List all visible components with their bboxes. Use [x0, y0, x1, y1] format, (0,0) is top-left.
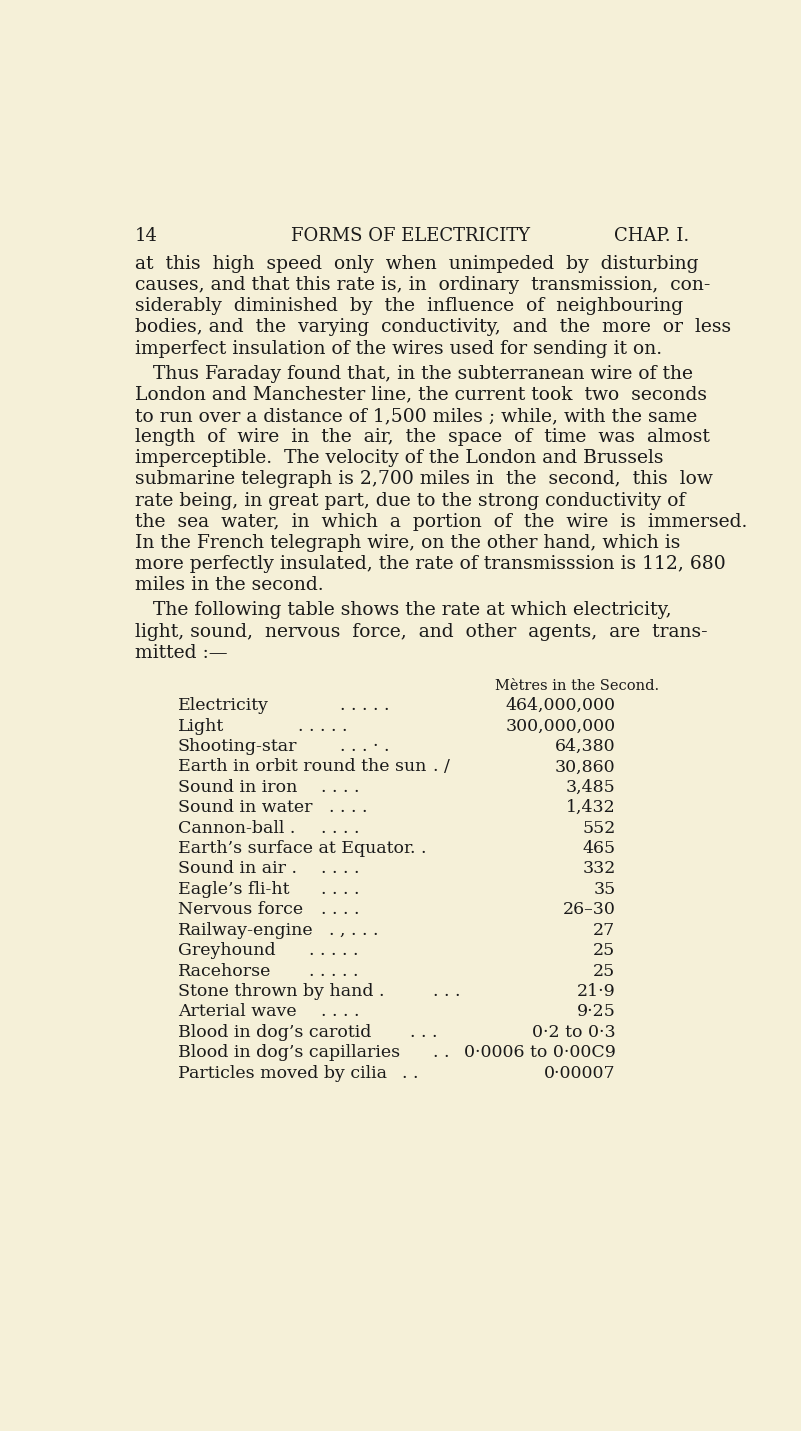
Text: 27: 27 — [594, 922, 615, 939]
Text: Particles moved by cilia: Particles moved by cilia — [178, 1065, 387, 1082]
Text: The following table shows the rate at which electricity,: The following table shows the rate at wh… — [135, 601, 671, 620]
Text: 300,000,000: 300,000,000 — [505, 718, 615, 734]
Text: . . . .: . . . . — [321, 1003, 360, 1020]
Text: Sound in water: Sound in water — [178, 800, 312, 816]
Text: . /: . / — [433, 758, 450, 776]
Text: bodies, and  the  varying  conductivity,  and  the  more  or  less: bodies, and the varying conductivity, an… — [135, 319, 731, 336]
Text: . . .: . . . — [410, 1023, 437, 1040]
Text: Mètres in the Second.: Mètres in the Second. — [495, 678, 659, 693]
Text: . . . .: . . . . — [321, 820, 360, 837]
Text: Cannon-ball .: Cannon-ball . — [178, 820, 295, 837]
Text: . .: . . — [410, 840, 427, 857]
Text: miles in the second.: miles in the second. — [135, 577, 324, 594]
Text: FORMS OF ELECTRICITY: FORMS OF ELECTRICITY — [292, 228, 530, 245]
Text: 64,380: 64,380 — [555, 738, 615, 756]
Text: 26–30: 26–30 — [562, 902, 615, 919]
Text: imperceptible.  The velocity of the London and Brussels: imperceptible. The velocity of the Londo… — [135, 449, 663, 468]
Text: 25: 25 — [594, 942, 615, 959]
Text: Racehorse: Racehorse — [178, 963, 271, 979]
Text: . . . . .: . . . . . — [309, 942, 359, 959]
Text: . . . · .: . . . · . — [340, 738, 390, 756]
Text: . . . .: . . . . — [321, 881, 360, 897]
Text: . . . .: . . . . — [321, 860, 360, 877]
Text: the  sea  water,  in  which  a  portion  of  the  wire  is  immersed.: the sea water, in which a portion of the… — [135, 512, 747, 531]
Text: Blood in dog’s carotid: Blood in dog’s carotid — [178, 1023, 371, 1040]
Text: . . . . .: . . . . . — [309, 963, 359, 979]
Text: rate being, in great part, due to the strong conductivity of: rate being, in great part, due to the st… — [135, 492, 686, 509]
Text: 552: 552 — [582, 820, 615, 837]
Text: to run over a distance of 1,500 miles ; while, with the same: to run over a distance of 1,500 miles ; … — [135, 406, 697, 425]
Text: London and Manchester line, the current took  two  seconds: London and Manchester line, the current … — [135, 386, 707, 404]
Text: Shooting-star: Shooting-star — [178, 738, 297, 756]
Text: causes, and that this rate is, in  ordinary  transmission,  con-: causes, and that this rate is, in ordina… — [135, 276, 710, 293]
Text: . .: . . — [402, 1065, 419, 1082]
Text: 14: 14 — [135, 228, 158, 245]
Text: 0·2 to 0·3: 0·2 to 0·3 — [532, 1023, 615, 1040]
Text: Thus Faraday found that, in the subterranean wire of the: Thus Faraday found that, in the subterra… — [135, 365, 693, 382]
Text: . . . . .: . . . . . — [298, 718, 348, 734]
Text: at  this  high  speed  only  when  unimpeded  by  disturbing: at this high speed only when unimpeded b… — [135, 255, 698, 273]
Text: 25: 25 — [594, 963, 615, 979]
Text: mitted :—: mitted :— — [135, 644, 227, 661]
Text: Railway-engine: Railway-engine — [178, 922, 313, 939]
Text: 3,485: 3,485 — [566, 778, 615, 796]
Text: 21·9: 21·9 — [577, 983, 615, 1000]
Text: . . . .: . . . . — [321, 902, 360, 919]
Text: 9·25: 9·25 — [577, 1003, 615, 1020]
Text: Electricity: Electricity — [178, 697, 268, 714]
Text: Earth’s surface at Equator: Earth’s surface at Equator — [178, 840, 412, 857]
Text: . .: . . — [433, 1045, 450, 1062]
Text: Greyhound: Greyhound — [178, 942, 276, 959]
Text: Nervous force: Nervous force — [178, 902, 303, 919]
Text: . . .: . . . — [433, 983, 461, 1000]
Text: more perfectly insulated, the rate of transmisssion is 112, 680: more perfectly insulated, the rate of tr… — [135, 555, 726, 574]
Text: 30,860: 30,860 — [555, 758, 615, 776]
Text: 35: 35 — [594, 881, 615, 897]
Text: 1,432: 1,432 — [566, 800, 615, 816]
Text: . . . .: . . . . — [321, 778, 360, 796]
Text: Sound in iron: Sound in iron — [178, 778, 297, 796]
Text: Earth in orbit round the sun: Earth in orbit round the sun — [178, 758, 426, 776]
Text: Light: Light — [178, 718, 223, 734]
Text: In the French telegraph wire, on the other hand, which is: In the French telegraph wire, on the oth… — [135, 534, 680, 552]
Text: Arterial wave: Arterial wave — [178, 1003, 296, 1020]
Text: . , . . .: . , . . . — [328, 922, 378, 939]
Text: 465: 465 — [582, 840, 615, 857]
Text: 332: 332 — [582, 860, 615, 877]
Text: . . . .: . . . . — [328, 800, 367, 816]
Text: 0·00007: 0·00007 — [544, 1065, 615, 1082]
Text: 464,000,000: 464,000,000 — [505, 697, 615, 714]
Text: Stone thrown by hand .: Stone thrown by hand . — [178, 983, 384, 1000]
Text: 0·0006 to 0·00C9: 0·0006 to 0·00C9 — [464, 1045, 615, 1062]
Text: submarine telegraph is 2,700 miles in  the  second,  this  low: submarine telegraph is 2,700 miles in th… — [135, 471, 713, 488]
Text: Sound in air .: Sound in air . — [178, 860, 296, 877]
Text: light, sound,  nervous  force,  and  other  agents,  are  trans-: light, sound, nervous force, and other a… — [135, 622, 707, 641]
Text: CHAP. I.: CHAP. I. — [614, 228, 689, 245]
Text: Blood in dog’s capillaries: Blood in dog’s capillaries — [178, 1045, 400, 1062]
Text: imperfect insulation of the wires used for sending it on.: imperfect insulation of the wires used f… — [135, 339, 662, 358]
Text: Eagle’s fli­ht: Eagle’s fli­ht — [178, 881, 289, 897]
Text: . . . . .: . . . . . — [340, 697, 390, 714]
Text: siderably  diminished  by  the  influence  of  neighbouring: siderably diminished by the influence of… — [135, 298, 683, 315]
Text: length  of  wire  in  the  air,  the  space  of  time  was  almost: length of wire in the air, the space of … — [135, 428, 710, 446]
